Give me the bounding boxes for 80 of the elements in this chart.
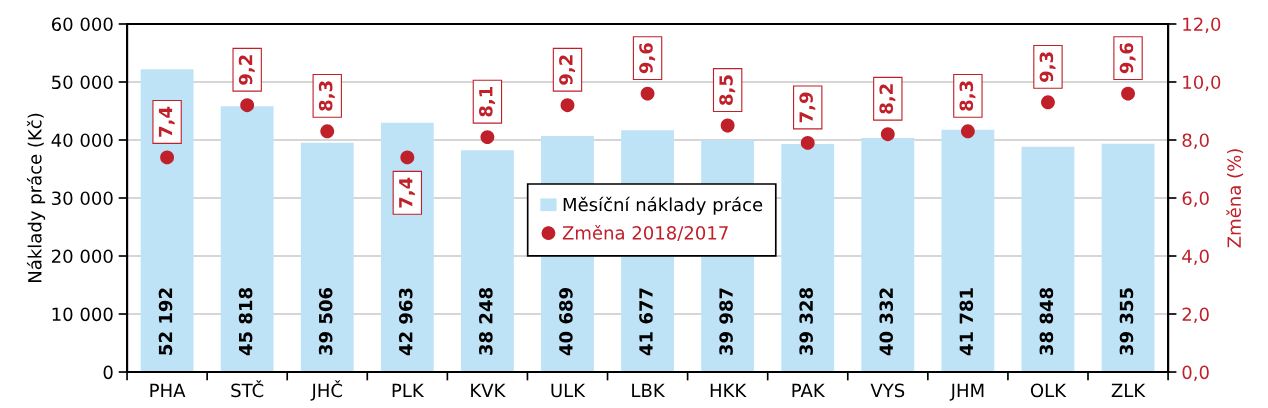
y-tick-label: 30 000 [52,191,113,206]
x-tick-label: ZLK [1111,383,1146,398]
bar [380,122,434,373]
point [800,135,815,150]
x-tick-label: LBK [632,383,666,398]
point [1041,95,1055,110]
y2-tick-label: 8,0 [1182,133,1209,149]
bar [861,138,915,373]
point [480,130,495,145]
point [160,150,175,165]
data-label: 39 355 [1119,288,1134,355]
point [400,150,415,165]
bar [460,150,514,373]
x-tick-label: JHČ [310,380,343,401]
data-label: 7,4 [158,106,175,137]
bar [140,69,194,373]
y2-tick-label: 0,0 [1182,365,1209,381]
data-label: 9,2 [238,55,255,85]
x-tick-label: PHA [150,383,186,398]
bar [220,106,274,373]
data-label: 8,1 [478,86,495,117]
y-tick-label: 50 000 [52,75,113,90]
bar [1021,146,1075,373]
y-tick-label: 20 000 [52,249,113,264]
data-label: 9,3 [1039,52,1056,82]
legend-label: Změna 2018/2017 [562,224,728,242]
y2-tick-label: 10,0 [1183,75,1221,91]
x-tick-label: OLK [1030,383,1067,398]
data-label: 38 848 [1039,288,1054,355]
point [560,98,575,113]
x-tick-label: PLK [392,383,425,398]
data-label: 9,6 [1119,43,1136,74]
y-tick-label: 40 000 [51,133,113,148]
point [240,98,255,113]
x-tick-label: STČ [231,380,264,398]
x-tick-label: ULK [551,383,586,398]
data-label: 41 677 [639,288,653,356]
data-label: 41 781 [959,288,974,356]
point [960,124,975,139]
y-tick-label: 10 000 [52,307,113,322]
data-label: 39 506 [318,287,333,355]
data-label: 7,4 [399,177,415,208]
y-tick-label: 60 000 [51,17,113,32]
data-label: 8,2 [879,84,896,114]
x-tick-label: JHM [949,383,984,401]
y2-tick-label: 2,0 [1182,307,1209,323]
y-tick-label: 0 [103,365,113,380]
bar [300,142,354,373]
data-label: 9,2 [559,55,576,85]
y2-axis-title: Změna (%) [1226,149,1244,248]
data-label: 39 328 [799,288,813,355]
y2-tick-label: 12,0 [1183,17,1221,33]
point [720,118,735,133]
point [640,86,655,101]
x-tick-label: HKK [710,383,747,398]
bar [781,143,835,373]
data-label: 52 192 [158,288,173,355]
data-label: 39 987 [719,288,733,355]
x-tick-label: PAK [792,383,826,398]
x-tick-label: KVK [471,383,506,398]
data-label: 45 818 [238,288,253,356]
data-label: 8,5 [719,75,736,105]
y2-tick-label: 6,0 [1182,191,1209,207]
y-axis-title: Náklady práce (Kč) [26,113,46,283]
bar [941,129,995,373]
data-label: 8,3 [318,81,335,111]
data-label: 40 689 [559,288,573,356]
point [1121,86,1135,101]
point [320,124,335,139]
x-tick-label: VYS [870,383,905,398]
y2-tick-label: 4,0 [1182,249,1209,265]
data-label: 8,3 [959,81,976,111]
data-label: 40 332 [879,288,894,356]
data-label: 38 248 [478,288,493,355]
bar [1101,143,1155,373]
legend-label: Měsíční náklady práce [563,196,763,215]
data-label: 9,6 [639,43,656,74]
data-label: 7,9 [799,92,816,123]
point [880,127,895,142]
data-label: 42 963 [398,288,413,356]
